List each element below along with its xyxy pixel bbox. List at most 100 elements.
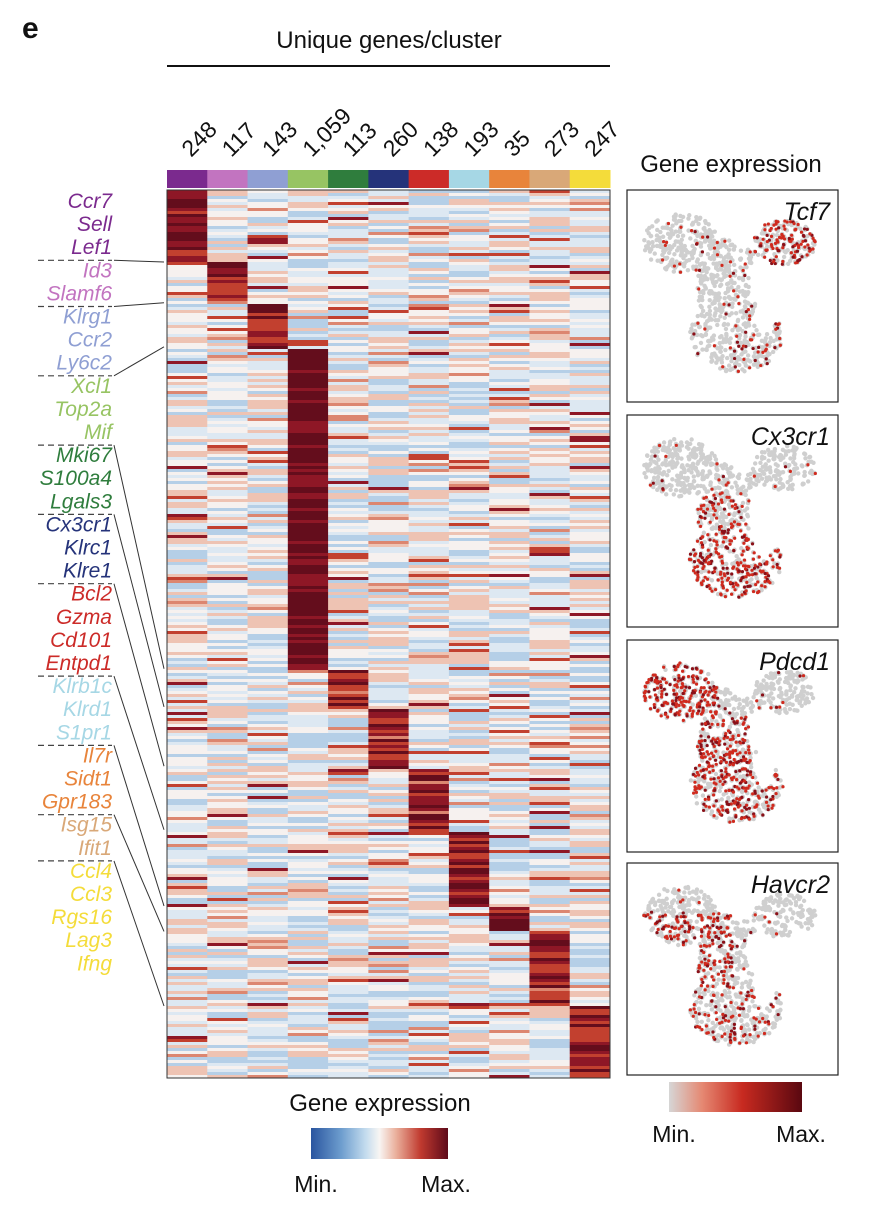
umap-point — [672, 264, 677, 268]
heatmap-cell — [368, 694, 410, 698]
heatmap-cell — [448, 457, 490, 461]
umap-point — [780, 262, 784, 266]
heatmap-cell — [368, 238, 410, 242]
umap-point — [791, 245, 795, 249]
heatmap-cell — [287, 376, 329, 380]
heatmap-cell — [328, 625, 369, 629]
heatmap-cell — [448, 619, 490, 623]
umap-point — [753, 358, 757, 363]
heatmap-cell — [569, 316, 611, 320]
umap-point — [772, 561, 777, 566]
heatmap-cell — [287, 991, 329, 995]
heatmap-cell — [167, 517, 208, 521]
heatmap-cell — [207, 1012, 248, 1016]
heatmap-cell — [328, 1000, 369, 1004]
umap-point — [753, 249, 757, 254]
heatmap-cell — [368, 847, 410, 851]
heatmap-cell — [167, 754, 208, 758]
heatmap-cell — [529, 457, 571, 461]
heatmap-cell — [247, 751, 289, 755]
heatmap-cell — [569, 415, 611, 419]
heatmap-cell — [287, 505, 329, 509]
umap-point — [703, 238, 708, 243]
heatmap-cell — [368, 433, 410, 437]
heatmap-cell — [569, 391, 611, 395]
heatmap-cell — [247, 361, 289, 365]
heatmap-cell — [207, 256, 248, 260]
heatmap-cell — [368, 625, 410, 629]
umap-point — [687, 213, 692, 218]
umap-point — [681, 465, 686, 471]
heatmap-cell — [287, 670, 329, 674]
heatmap-cell — [569, 1057, 611, 1061]
heatmap-cell — [368, 283, 410, 287]
cluster-count-label: 248 — [176, 116, 222, 162]
heatmap-cell — [167, 895, 208, 899]
heatmap-cell — [569, 856, 611, 860]
heatmap-cell — [569, 958, 611, 962]
heatmap-cell — [167, 367, 208, 371]
heatmap-cell — [247, 439, 289, 443]
heatmap-cell — [368, 274, 410, 278]
heatmap-cell — [368, 490, 410, 494]
heatmap-cell — [207, 373, 248, 377]
umap-point — [742, 357, 746, 362]
heatmap-cell — [529, 241, 571, 245]
umap-point — [736, 369, 740, 374]
heatmap-cell — [287, 517, 329, 521]
heatmap-cell — [489, 601, 530, 605]
umap-point — [672, 464, 678, 469]
heatmap-cell — [207, 601, 248, 605]
heatmap-cell — [489, 589, 530, 593]
heatmap-cell — [247, 220, 289, 224]
heatmap-cell — [489, 370, 530, 374]
heatmap-cell — [448, 469, 490, 473]
heatmap-cell — [328, 382, 369, 386]
umap-point — [672, 437, 677, 442]
umap-point — [690, 250, 696, 256]
heatmap-cell — [368, 838, 410, 842]
heatmap-cell — [408, 220, 450, 224]
heatmap-cell — [207, 895, 248, 899]
heatmap-cell — [489, 562, 530, 566]
heatmap-cell — [328, 871, 369, 875]
heatmap-cell — [529, 631, 571, 635]
leader-line — [113, 444, 165, 669]
heatmap-cell — [247, 406, 289, 410]
heatmap-cell — [328, 985, 369, 989]
heatmap-cell — [368, 841, 410, 845]
heatmap-cell — [287, 934, 329, 938]
heatmap-cell — [167, 493, 208, 497]
heatmap-cell — [207, 616, 248, 620]
heatmap-cell — [569, 655, 611, 659]
heatmap-cell — [328, 682, 369, 686]
heatmap-cell — [569, 724, 611, 728]
umap-point — [701, 261, 707, 267]
heatmap-cell — [328, 496, 369, 500]
heatmap-cell — [489, 649, 530, 653]
heatmap-cell — [489, 613, 530, 617]
heatmap-cell — [328, 868, 369, 872]
heatmap-cell — [489, 676, 530, 680]
heatmap-cell — [247, 742, 289, 746]
heatmap-cell — [328, 463, 369, 467]
heatmap-cell — [489, 1063, 530, 1067]
heatmap-cell — [489, 742, 530, 746]
heatmap-cell — [408, 352, 450, 356]
umap-point — [654, 243, 660, 249]
heatmap-cell — [328, 403, 369, 407]
heatmap-cell — [489, 463, 530, 467]
heatmap-cell — [287, 289, 329, 293]
heatmap-cell — [247, 595, 289, 599]
heatmap-cell — [408, 442, 450, 446]
umap-point — [763, 223, 767, 227]
heatmap-cell — [448, 982, 490, 986]
heatmap-cell — [167, 1015, 208, 1019]
heatmap-cell — [247, 193, 289, 197]
heatmap-cell — [529, 430, 571, 434]
heatmap-cell — [448, 394, 490, 398]
heatmap-cell — [408, 883, 450, 887]
heatmap-cell — [489, 799, 530, 803]
heatmap-cell — [529, 964, 571, 968]
heatmap-cell — [287, 592, 329, 596]
